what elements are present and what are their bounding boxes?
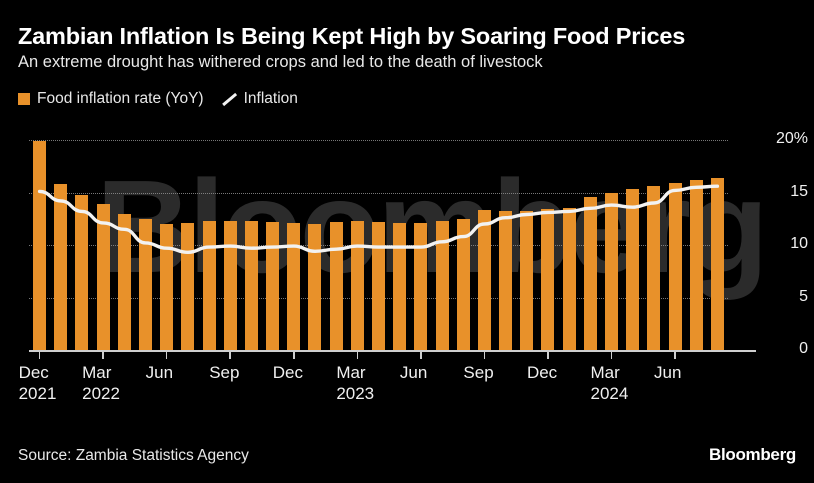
x-label-year: 2024 (590, 384, 629, 403)
bar (689, 179, 703, 350)
bar (372, 221, 385, 350)
chart-title: Zambian Inflation Is Being Kept High by … (18, 23, 686, 49)
bar (414, 222, 428, 350)
x-axis-tick (165, 350, 168, 359)
y-axis-tick-label: 5 (799, 287, 808, 305)
x-axis-labels: Dec 2021 Mar 2022 Jun Sep Dec Mar 2023 Jun Sep Dec M… (0, 362, 814, 422)
x-axis-tick (547, 350, 549, 359)
bar (96, 204, 110, 350)
x-label-year: 2023 (336, 384, 375, 403)
x-axis-ticks (0, 350, 814, 362)
plot-area (29, 140, 728, 350)
bar (350, 220, 364, 350)
x-axis-tick-label: Sep (463, 362, 493, 383)
x-axis-tick (674, 350, 676, 359)
x-label-year: 2022 (82, 384, 120, 403)
x-label-month: Dec (272, 363, 303, 382)
x-axis-tick-label: Dec (273, 362, 303, 383)
x-axis-tick-label: Mar 2023 (336, 362, 374, 404)
x-axis-tick (483, 350, 486, 359)
x-axis-tick-label: Mar 2022 (82, 362, 120, 404)
bar (393, 222, 407, 350)
line-swatch-icon (220, 92, 237, 106)
x-label-month: Jun (654, 363, 682, 382)
x-axis-tick-label: Dec 2021 (19, 362, 57, 404)
gridline (29, 140, 728, 141)
bar (583, 196, 597, 350)
x-label-month: Sep (209, 363, 240, 382)
x-label-month: Mar (82, 363, 112, 382)
bar (499, 211, 513, 350)
x-label-month: Mar (590, 363, 620, 382)
x-axis-tick (229, 350, 232, 359)
bar (266, 221, 280, 350)
x-axis-tick (102, 350, 104, 359)
x-axis-tick (420, 350, 422, 359)
bar (244, 220, 258, 350)
bar (54, 184, 68, 350)
x-label-month: Dec (18, 363, 49, 382)
x-axis-tick-label: Mar 2024 (591, 362, 629, 404)
y-axis-labels: 0 5 10 15 20% (760, 0, 814, 483)
bar (223, 220, 237, 350)
source-note: Source: Zambia Statistics Agency (18, 447, 249, 464)
bar (647, 186, 661, 350)
bar (202, 220, 216, 350)
bar (287, 222, 301, 350)
bar (160, 224, 174, 350)
gridline (29, 192, 728, 194)
chart-legend: Food inflation rate (YoY) Inflation (18, 90, 298, 108)
x-axis-tick-label: Jun (654, 362, 681, 383)
y-axis-tick-label: 20% (775, 130, 808, 147)
square-swatch-icon (18, 93, 30, 105)
x-label-month: Jun (145, 363, 174, 382)
bar (117, 213, 131, 350)
x-axis-tick-label: Dec (527, 362, 557, 383)
bar (520, 211, 534, 350)
bar (605, 192, 618, 350)
bar (668, 183, 682, 350)
x-axis-tick-label: Jun (400, 362, 427, 383)
bar (562, 208, 576, 350)
y-axis-tick-label: 15 (790, 182, 808, 200)
bar (710, 177, 724, 350)
bar (541, 209, 555, 350)
y-axis-tick-label: 10 (790, 235, 808, 252)
x-axis-tick (292, 350, 295, 359)
bar (435, 220, 449, 350)
x-axis-tick-label: Sep (209, 362, 239, 383)
x-label-month: Dec (526, 363, 558, 382)
x-axis-tick-label: Jun (146, 362, 173, 383)
legend-item-inflation: Inflation (243, 90, 298, 107)
y-axis-tick-label: 0 (799, 340, 808, 357)
chart-subtitle: An extreme drought has withered crops an… (18, 53, 543, 71)
x-label-month: Mar (336, 363, 366, 382)
bar (329, 221, 343, 350)
x-axis-line (29, 350, 756, 352)
bar (33, 141, 47, 350)
bar (139, 218, 152, 350)
bar (626, 189, 640, 350)
x-label-month: Sep (463, 363, 494, 382)
bar (477, 210, 491, 350)
bar (308, 224, 322, 350)
x-axis-tick (356, 350, 359, 359)
legend-item-food-inflation: Food inflation rate (YoY) (37, 90, 204, 107)
bloomberg-brand: Bloomberg (708, 445, 796, 464)
bar (181, 222, 195, 350)
x-label-month: Jun (399, 363, 428, 382)
x-label-year: 2021 (18, 384, 57, 403)
x-axis-tick (38, 350, 41, 359)
bar (456, 218, 470, 350)
bar (75, 194, 89, 350)
x-axis-tick (610, 350, 613, 359)
